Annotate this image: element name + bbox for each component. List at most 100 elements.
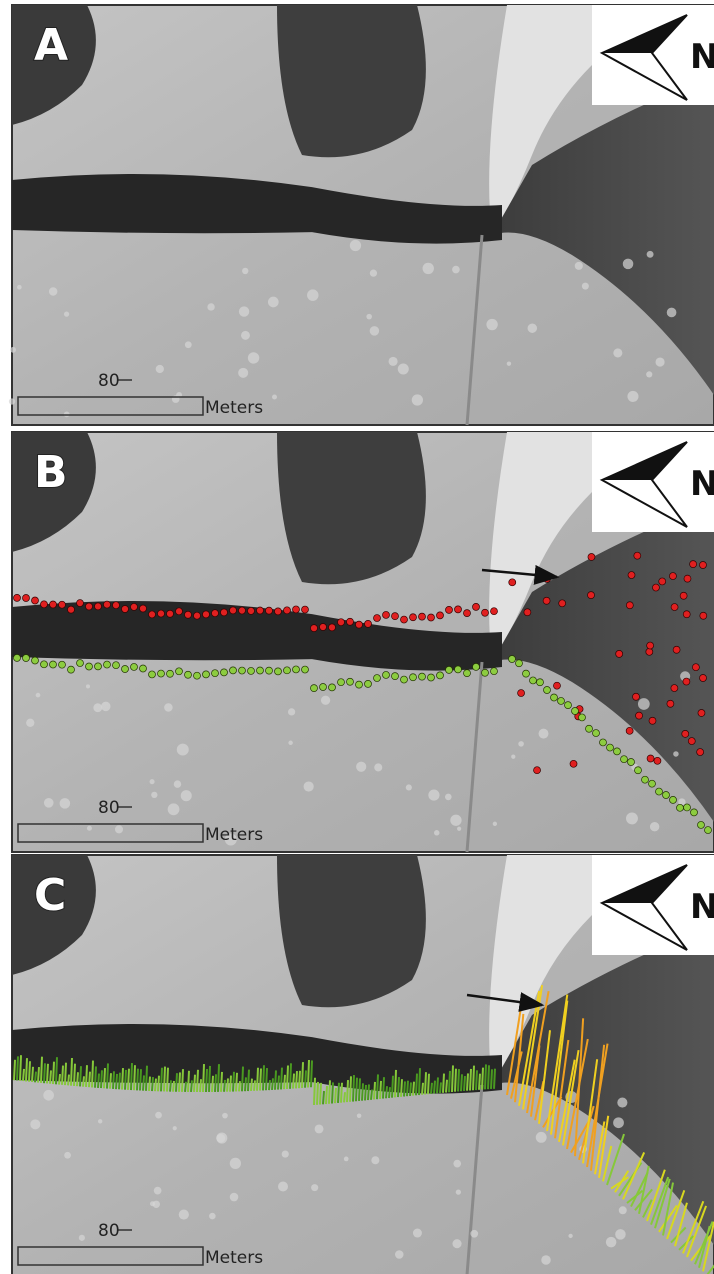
bump [64, 312, 69, 317]
bank-point [684, 804, 691, 811]
bank-point [683, 678, 690, 685]
bank-point [524, 609, 531, 616]
erosion-bar [404, 1081, 405, 1096]
erosion-bar [41, 1057, 42, 1083]
bank-point [167, 670, 174, 677]
erosion-bar [263, 1065, 264, 1090]
erosion-bar [53, 1062, 54, 1084]
erosion-bar [212, 1076, 213, 1092]
bump [450, 815, 461, 826]
bank-point [347, 618, 354, 625]
bank-point [68, 606, 75, 613]
bump [288, 708, 295, 715]
erosion-bar [470, 1069, 471, 1091]
bank-point [636, 712, 643, 719]
bank-point [621, 756, 628, 763]
erosion-bar [35, 1072, 36, 1083]
bump [406, 784, 412, 790]
bump [288, 741, 292, 745]
bank-point [221, 609, 228, 616]
erosion-bar [68, 1075, 69, 1086]
bank-point [41, 661, 48, 668]
erosion-bar [329, 1080, 330, 1103]
bank-point [338, 679, 345, 686]
bank-point [551, 694, 558, 701]
bump [434, 830, 440, 836]
bank-point [50, 661, 57, 668]
bump [304, 781, 314, 791]
bump [209, 1213, 216, 1220]
bump [207, 303, 214, 310]
scale-unit: Meters [205, 825, 263, 845]
erosion-bar [71, 1058, 72, 1086]
bump [36, 693, 41, 698]
bank-point [690, 561, 697, 568]
erosion-bar [359, 1078, 360, 1101]
erosion-bar [335, 1088, 336, 1103]
scale-value: 80 [98, 798, 120, 818]
erosion-bar [113, 1071, 114, 1089]
bump [115, 825, 123, 833]
bump [230, 1193, 239, 1202]
bank-point [365, 680, 372, 687]
erosion-bar [251, 1079, 252, 1091]
erosion-bar [443, 1074, 444, 1093]
bump [617, 1097, 627, 1107]
bank-point [410, 674, 417, 681]
scale-value: 80 [98, 1221, 120, 1241]
erosion-bar [203, 1064, 204, 1092]
bump [356, 762, 366, 772]
bank-point [491, 668, 498, 675]
bank-point [356, 621, 363, 628]
bank-point [95, 663, 102, 670]
bank-point [59, 661, 66, 668]
erosion-bar [29, 1061, 30, 1081]
bank-point [698, 709, 705, 716]
bump [216, 1134, 225, 1143]
erosion-bar [188, 1071, 189, 1092]
erosion-bar [227, 1078, 228, 1091]
erosion-bar [275, 1070, 276, 1089]
bank-point [77, 600, 84, 607]
erosion-bar [98, 1074, 99, 1088]
erosion-bar [209, 1066, 210, 1092]
erosion-bar [467, 1073, 468, 1090]
erosion-bar [56, 1057, 57, 1084]
bank-point [221, 669, 228, 676]
bank-point [374, 675, 381, 682]
erosion-bar [452, 1065, 453, 1092]
bank-point [104, 601, 111, 608]
bank-point [437, 672, 444, 679]
bank-point [320, 684, 327, 691]
erosion-bar [485, 1064, 486, 1089]
bank-point [543, 597, 550, 604]
panel-label: A [34, 20, 68, 71]
dark-slope [277, 432, 426, 584]
bank-point [158, 670, 165, 677]
erosion-bar [341, 1083, 342, 1103]
erosion-bar [416, 1074, 417, 1096]
panel-label: C [34, 870, 66, 921]
figure: NA80MetersNB80MetersNC80Meters [0, 0, 714, 1274]
bank-point [302, 606, 309, 613]
bump [307, 289, 318, 300]
bump [272, 395, 277, 400]
bank-point [586, 725, 593, 732]
bank-point [185, 671, 192, 678]
bump [673, 751, 678, 756]
bank-point [374, 615, 381, 622]
erosion-bar [59, 1074, 60, 1085]
erosion-bar [170, 1080, 171, 1091]
erosion-bar [407, 1081, 408, 1097]
bump [370, 270, 377, 277]
bump [647, 251, 654, 258]
bump [153, 1201, 160, 1208]
bump [278, 1181, 288, 1191]
north-label: N [690, 887, 714, 927]
erosion-bar [242, 1067, 243, 1092]
erosion-bar [137, 1069, 138, 1091]
bump [606, 1237, 617, 1248]
bank-point [95, 603, 102, 610]
bank-point [697, 749, 704, 756]
bank-point [230, 607, 237, 614]
